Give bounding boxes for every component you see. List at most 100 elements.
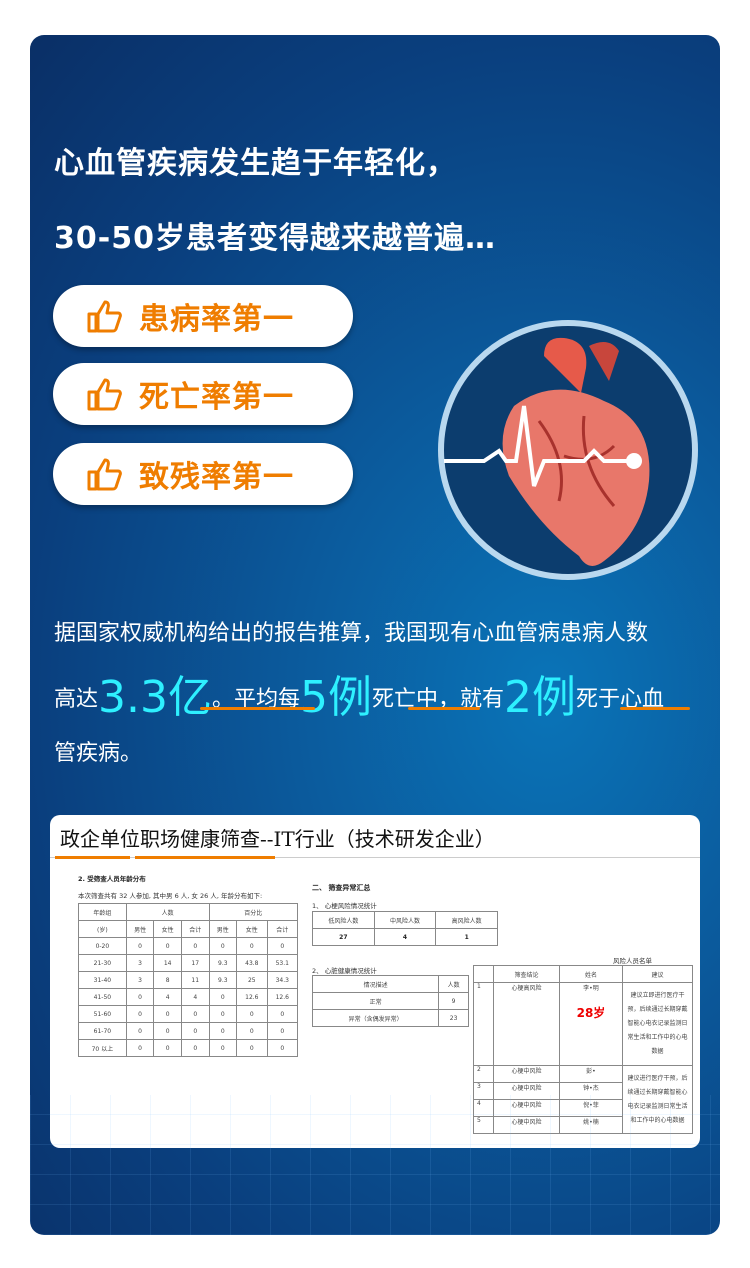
table-cell: 3 bbox=[473, 1082, 494, 1100]
table-row: 1 心梗高风险 李•明 28岁 建议立即进行医疗干预，后续通过长期穿戴智能心电衣记录监测… bbox=[473, 982, 693, 1066]
table-cell: 5 bbox=[473, 1116, 494, 1134]
table-cell: 17 bbox=[180, 954, 210, 972]
table-cell: 心梗高风险 bbox=[493, 982, 560, 1066]
table-cell: 25 bbox=[236, 971, 268, 989]
table-cell: 0 bbox=[266, 1022, 299, 1040]
table-cell: 0 bbox=[208, 1039, 238, 1057]
table-row: 筛查结论 姓名 建议 bbox=[473, 965, 693, 983]
table-cell: 4 bbox=[153, 988, 182, 1006]
name: 李•明 bbox=[583, 985, 599, 992]
table-cell: 姚•楠 bbox=[558, 1116, 624, 1134]
pill-prevalence: 患病率第一 bbox=[53, 285, 353, 347]
table-cell: 34.3 bbox=[266, 971, 299, 989]
table-cell: 0 bbox=[153, 937, 182, 955]
table-cell: 女性 bbox=[236, 920, 268, 938]
table-cell: 百分比 bbox=[208, 903, 299, 921]
text: 高达 bbox=[54, 687, 99, 712]
health-table: 情况描述 人数 正常 9 异常（含偶发异常） 23 bbox=[311, 975, 469, 1027]
thumbs-up-icon bbox=[87, 378, 122, 411]
pill-label: 致残率第一 bbox=[139, 460, 294, 495]
table-cell: 建议进行医疗干预，后续通过长期穿戴智能心电衣记录监测日常生活和工作中的心电数据 bbox=[622, 1065, 693, 1134]
highlight-number: 3.3亿 bbox=[98, 672, 212, 723]
thumbs-up-icon bbox=[87, 458, 122, 491]
table-row: 正常 9 bbox=[311, 992, 469, 1010]
table-row: 27 4 1 bbox=[312, 928, 498, 946]
table-row: 51-60 0 0 0 0 0 0 bbox=[78, 1005, 299, 1023]
table-cell: 12.6 bbox=[266, 988, 299, 1006]
table-cell: 31-40 bbox=[78, 971, 127, 989]
table-cell: 筛查结论 bbox=[493, 965, 560, 983]
table-row: 61-70 0 0 0 0 0 0 bbox=[78, 1022, 299, 1040]
risk-list-caption: 风险人员名单 bbox=[613, 957, 652, 965]
table-cell: 0 bbox=[180, 1005, 210, 1023]
table-cell: 0 bbox=[236, 1022, 268, 1040]
table-cell: 1 bbox=[435, 928, 498, 946]
underline-decoration bbox=[200, 707, 315, 710]
table-cell: 中风险人数 bbox=[373, 911, 437, 929]
table-cell: 李•明 28岁 bbox=[558, 982, 624, 1066]
table-cell: 0 bbox=[153, 1039, 182, 1057]
table-row: 70 以上 0 0 0 0 0 0 bbox=[78, 1039, 299, 1057]
table-cell: 男性 bbox=[208, 920, 238, 938]
table-cell: (岁) bbox=[78, 920, 127, 938]
table-cell: 建议立即进行医疗干预，后续通过长期穿戴智能心电衣记录监测日常生活和工作中的心电数… bbox=[622, 982, 693, 1066]
thumbs-up-icon bbox=[87, 300, 122, 333]
poster-card: 心血管疾病发生趋于年轻化， 30-50岁患者变得越来越普遍… 患病率第一 死亡率… bbox=[30, 35, 720, 1235]
table-cell: 男性 bbox=[125, 920, 155, 938]
table-cell: 14 bbox=[153, 954, 182, 972]
section-subheading: 2、 心脏健康情况统计 bbox=[312, 967, 377, 975]
table-cell: 1 bbox=[473, 982, 494, 1066]
table-cell: 61-70 bbox=[78, 1022, 127, 1040]
table-cell: 43.8 bbox=[236, 954, 268, 972]
table-cell: 0 bbox=[125, 1005, 155, 1023]
section-intro: 本次筛查共有 32 人参加, 其中男 6 人, 女 26 人, 年龄分布如下: bbox=[78, 892, 263, 900]
table-row: 5 心梗中风险 姚•楠 bbox=[473, 1116, 693, 1134]
table-cell: 41-50 bbox=[78, 988, 127, 1006]
table-cell: 0 bbox=[208, 1005, 238, 1023]
underline-decoration bbox=[620, 707, 690, 710]
table-cell: 0-20 bbox=[78, 937, 127, 955]
table-cell: 0 bbox=[153, 1022, 182, 1040]
age-table: 年龄组 人数 百分比 (岁) 男性 女性 合计 男性 女性 合计 0-20 0 0 0 0 0 0 21-30 3 1… bbox=[78, 903, 299, 1057]
headline-line-2: 30-50岁患者变得越来越普遍… bbox=[54, 221, 496, 256]
table-cell: 0 bbox=[208, 937, 238, 955]
table-cell: 0 bbox=[180, 1039, 210, 1057]
table-cell: 建议 bbox=[622, 965, 693, 983]
section-subheading: 1、 心梗风险情况统计 bbox=[312, 902, 377, 910]
table-cell: 8 bbox=[153, 971, 182, 989]
table-cell: 27 bbox=[312, 928, 375, 946]
table-cell: 0 bbox=[125, 1039, 155, 1057]
table-cell: 0 bbox=[236, 1005, 268, 1023]
table-row: 年龄组 人数 百分比 bbox=[78, 903, 299, 921]
table-row: 低风险人数 中风险人数 高风险人数 bbox=[312, 911, 498, 929]
table-cell: 心梗中风险 bbox=[493, 1065, 560, 1083]
pill-label: 死亡率第一 bbox=[139, 380, 294, 415]
table-row: 41-50 0 4 4 0 12.6 12.6 bbox=[78, 988, 299, 1006]
table-cell: 心梗中风险 bbox=[493, 1082, 560, 1100]
table-row: 31-40 3 8 11 9.3 25 34.3 bbox=[78, 971, 299, 989]
table-cell: 0 bbox=[266, 1039, 299, 1057]
table-cell: 人数 bbox=[125, 903, 210, 921]
table-cell: 0 bbox=[125, 988, 155, 1006]
table-cell: 3 bbox=[125, 971, 155, 989]
pill-label: 患病率第一 bbox=[139, 302, 294, 337]
table-cell: 情况描述 bbox=[311, 975, 440, 993]
table-row: 21-30 3 14 17 9.3 43.8 53.1 bbox=[78, 954, 299, 972]
table-cell: 0 bbox=[266, 937, 299, 955]
table-cell: 4 bbox=[373, 928, 437, 946]
title-accent-bar bbox=[55, 856, 130, 859]
table-cell: 合计 bbox=[180, 920, 210, 938]
table-cell: 0 bbox=[153, 1005, 182, 1023]
title-accent-bar bbox=[135, 856, 275, 859]
table-cell: 心梗中风险 bbox=[493, 1099, 560, 1117]
table-row: 异常（含偶发异常） 23 bbox=[311, 1009, 469, 1027]
report-title: 政企单位职场健康筛查--IT行业（技术研发企业） bbox=[60, 827, 495, 851]
table-cell: 女性 bbox=[153, 920, 182, 938]
table-cell bbox=[473, 965, 494, 983]
table-cell: 11 bbox=[180, 971, 210, 989]
section-heading: 2. 受筛查人员年龄分布 bbox=[78, 875, 146, 883]
table-cell: 彭• bbox=[558, 1065, 624, 1083]
table-cell: 高风险人数 bbox=[435, 911, 498, 929]
table-cell: 51-60 bbox=[78, 1005, 127, 1023]
table-cell: 3 bbox=[125, 954, 155, 972]
